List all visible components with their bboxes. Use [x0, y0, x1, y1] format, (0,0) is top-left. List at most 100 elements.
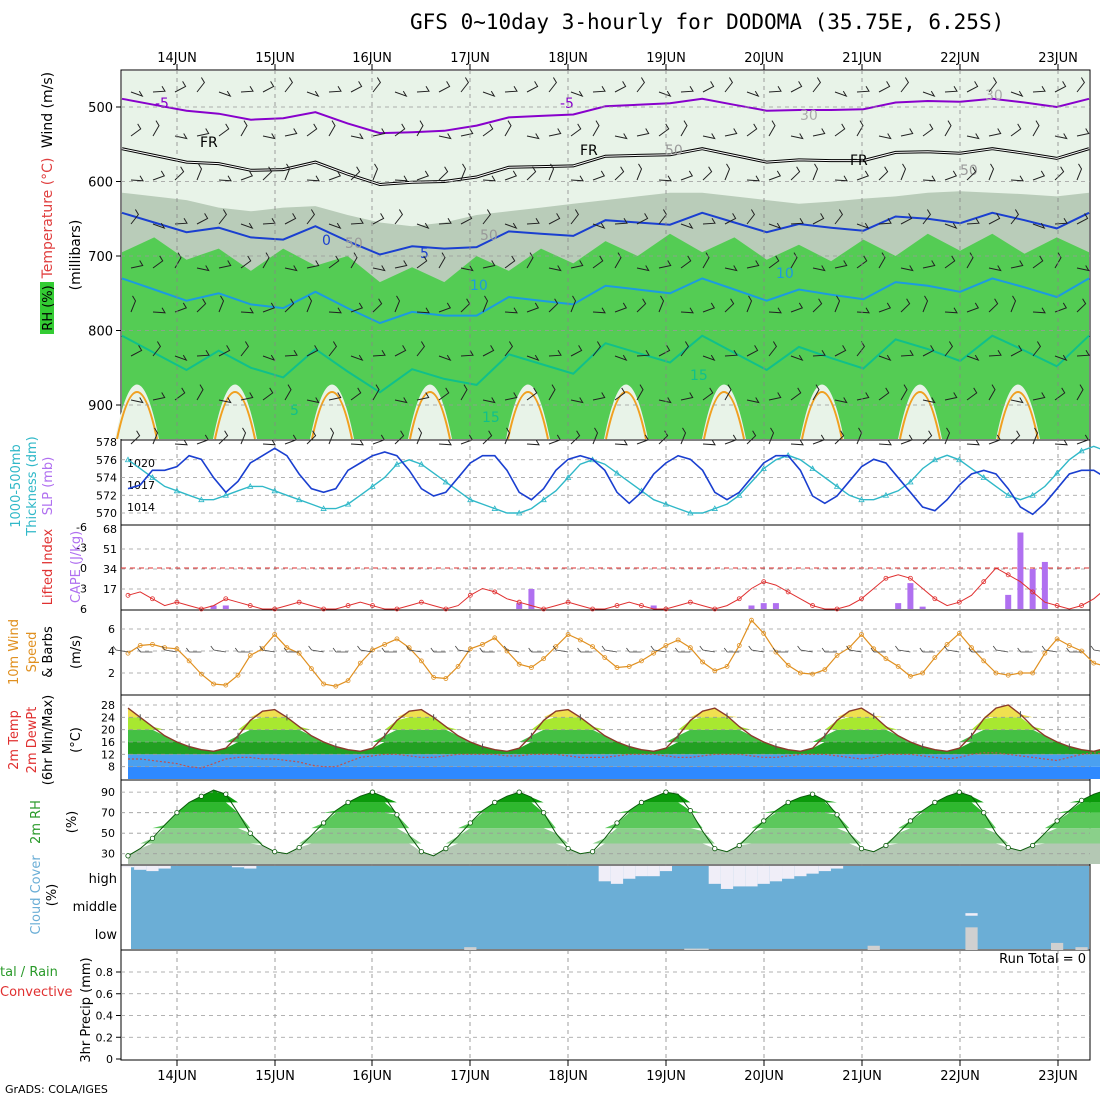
- wind-speed-marker: [125, 650, 131, 656]
- wind-barb: [944, 427, 951, 445]
- thickness-marker: [907, 478, 914, 485]
- wind-speed-marker: [137, 643, 143, 648]
- wind-barb: [372, 384, 380, 401]
- wind-barb: [658, 123, 670, 137]
- wind-barb-10m: [772, 647, 789, 653]
- rh-marker: [1030, 842, 1036, 849]
- wind-barb: [922, 175, 936, 182]
- thickness-marker: [1005, 491, 1012, 498]
- lifted-marker: [810, 603, 815, 608]
- rh-marker: [198, 793, 204, 799]
- wind-barb-10m: [968, 647, 984, 653]
- axis-title-temp-b: 2m DewPt: [25, 707, 40, 774]
- wind-barb: [592, 427, 599, 445]
- wind-barb: [790, 354, 804, 362]
- wind-barb: [350, 81, 363, 93]
- wind-speed-marker: [174, 646, 180, 652]
- wind-barb: [482, 430, 493, 445]
- thickness-marker: [540, 496, 547, 503]
- wind-barb-10m: [503, 645, 520, 653]
- wind-barb: [1076, 163, 1083, 181]
- wind-barb: [328, 85, 342, 93]
- cloud-high-gap: [733, 866, 746, 887]
- dry-pocket: [506, 384, 550, 439]
- wind-barb: [130, 175, 144, 182]
- wind-barb: [306, 175, 320, 182]
- rh-marker: [418, 849, 424, 855]
- wind-barb-10m: [675, 647, 691, 653]
- rh-marker: [369, 789, 376, 795]
- wind-barb: [658, 175, 672, 182]
- wind-barb: [548, 163, 555, 181]
- lifted-marker: [247, 603, 253, 608]
- temp-contour-minus5: [121, 97, 1090, 135]
- contour-label: 15: [690, 368, 708, 384]
- wind-barb: [152, 222, 166, 230]
- wind-barb: [1010, 175, 1024, 182]
- rh-marker: [614, 820, 620, 826]
- bottom-date-label: 19JUN: [646, 1069, 686, 1084]
- wind-barb: [240, 255, 252, 269]
- wind-barb: [944, 120, 952, 137]
- slp-tick-label: 1017: [127, 479, 155, 492]
- cloud-low-bar: [965, 927, 978, 950]
- wind-barb: [834, 90, 848, 98]
- wind-barb: [1076, 384, 1084, 401]
- wind-barb: [416, 255, 428, 269]
- wind-barb: [1010, 123, 1022, 137]
- wind-barb-10m: [943, 645, 960, 653]
- wind-speed-marker: [321, 681, 327, 687]
- cape-tick-label: 51: [103, 543, 117, 556]
- wind-speed-marker: [333, 683, 339, 689]
- wind-barb: [944, 392, 958, 401]
- wind-barb: [768, 307, 782, 314]
- thickness-marker: [320, 505, 327, 511]
- wind-barb-10m: [895, 645, 911, 653]
- wind-speed-marker: [834, 653, 840, 658]
- wind-barb: [790, 439, 804, 446]
- thickness-marker: [442, 478, 450, 485]
- rh-marker: [174, 810, 180, 816]
- y-tick-label: 900: [88, 399, 113, 414]
- lifted-marker: [443, 606, 449, 612]
- wind-barb: [174, 354, 188, 362]
- wind-speed-marker: [920, 670, 926, 676]
- dry-pocket: [800, 384, 844, 439]
- wind-barb: [262, 387, 274, 401]
- wind-barb: [526, 252, 534, 269]
- wind-barb: [1076, 265, 1090, 272]
- lifted-marker: [663, 606, 669, 612]
- wind-speed-marker: [211, 681, 216, 687]
- wind-barb: [680, 427, 687, 445]
- rh-tick-label: 50: [101, 827, 115, 840]
- axis-title-rh-b: (%): [65, 811, 80, 834]
- lifted-marker: [932, 596, 938, 602]
- wind-barb: [372, 349, 386, 357]
- cloud-high-gap: [757, 866, 770, 884]
- wind-barb: [130, 260, 144, 269]
- cloud-level-label: middle: [73, 900, 117, 915]
- wind-barb-10m: [601, 645, 618, 653]
- wind-speed-marker: [956, 631, 962, 636]
- rh-marker: [761, 818, 767, 824]
- wind-speed-marker: [235, 672, 241, 678]
- lifted-marker: [198, 606, 204, 612]
- thickness-marker: [736, 491, 743, 498]
- wind-barb: [240, 427, 247, 445]
- wind-speed-marker: [859, 632, 864, 637]
- wind-barb-10m: [748, 645, 764, 653]
- wind-barb: [284, 163, 291, 181]
- wind-barb: [152, 307, 166, 314]
- wind-barb-10m: [454, 645, 471, 653]
- thickness-marker: [247, 483, 254, 489]
- rh-marker: [589, 849, 596, 855]
- wind-barb: [460, 128, 474, 137]
- rh-marker: [345, 799, 351, 806]
- rh-marker: [932, 799, 938, 806]
- wind-barb: [328, 222, 342, 230]
- wind-barb: [372, 298, 383, 313]
- contour-label: 50: [345, 236, 363, 252]
- wind-barb: [922, 397, 936, 404]
- wind-barb: [680, 307, 694, 314]
- wind-barb: [966, 166, 977, 181]
